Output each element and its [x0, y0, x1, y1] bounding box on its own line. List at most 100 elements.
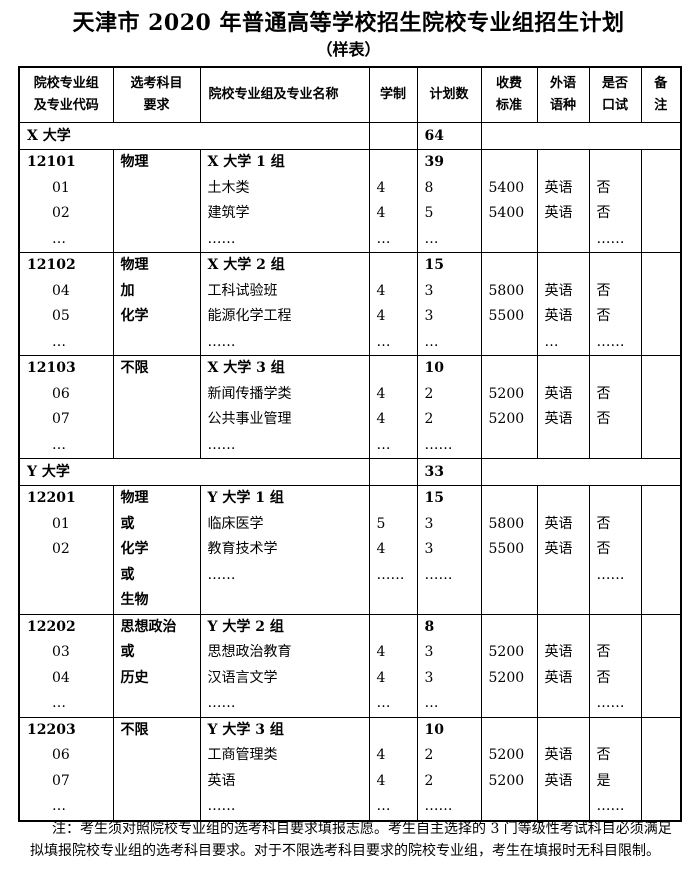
cell-line: 英语	[544, 411, 573, 427]
cell-line: 英语	[544, 515, 573, 532]
cell-line: 07	[52, 772, 70, 789]
cell-line	[590, 356, 641, 382]
cell-line: 能源化学工程	[207, 308, 292, 324]
cell-line	[590, 486, 641, 512]
cell-line: 新闻传播学类	[207, 385, 292, 402]
cell-line	[482, 486, 537, 512]
group-row: 12103 06 07 … 不限 X 大学 3 组新闻传播学类 公共事业管理 …… 4 4 … 10 2…	[18, 355, 682, 459]
cell-line: ……	[596, 566, 625, 583]
cell-line: ……	[596, 333, 625, 350]
cell-line: 5200	[488, 772, 525, 789]
column-header: 选考科目 要求	[112, 66, 201, 123]
cell-line: ……	[207, 566, 236, 583]
cell-line	[114, 176, 200, 202]
cell-line: …	[376, 333, 391, 350]
cell-line: 否	[596, 411, 611, 427]
cell-line: 建筑学	[207, 205, 250, 221]
column-header: 收费 标准	[480, 66, 538, 123]
cell-line: 06	[52, 385, 70, 402]
cell-line	[538, 794, 589, 820]
cell-line: 否	[596, 669, 611, 686]
cell-line: 否	[596, 515, 611, 532]
cell-line: 5800	[488, 515, 525, 532]
cell-line: ……	[424, 566, 453, 583]
cell-line	[370, 615, 417, 641]
cell-line	[114, 433, 200, 459]
cell: 5200 5200	[480, 716, 538, 821]
cell-line: ……	[207, 695, 236, 711]
cell-line: 否	[596, 644, 611, 660]
cell-line	[538, 563, 589, 589]
cell-line	[538, 588, 589, 614]
cell	[480, 122, 682, 150]
cell-line: 5200	[488, 385, 525, 402]
cell-line: 4	[376, 669, 386, 686]
cell-line: 英语	[544, 282, 573, 299]
cell-line: 3	[424, 282, 434, 299]
column-header: 院校专业组 及专业代码	[18, 66, 114, 123]
cell: Y 大学 2 组思想政治教育 汉语言文学 ……	[199, 613, 370, 718]
cell-line	[114, 407, 200, 433]
cell-line	[418, 588, 481, 614]
cell-line: 4	[376, 747, 386, 763]
cell-line	[538, 691, 589, 717]
cell-line	[642, 691, 681, 717]
cell-line: 2	[424, 747, 434, 763]
cell-line: 4	[376, 308, 386, 324]
cell	[640, 149, 682, 253]
cell-line	[642, 512, 681, 538]
cell-line	[642, 279, 681, 305]
cell-line: 否	[596, 747, 611, 763]
cell: 15 3 3…	[416, 252, 482, 356]
cell-line: 土木类	[207, 179, 250, 196]
cell-line: 或	[120, 644, 135, 660]
cell: 否否 ……	[588, 485, 642, 615]
cell-line: X 大学 1 组	[207, 154, 285, 170]
cell-line: X 大学 3 组	[207, 360, 285, 376]
cell-line: 05	[52, 308, 70, 324]
cell-line: …	[424, 695, 439, 711]
university-row: X 大学 64	[18, 122, 682, 150]
cell-line	[590, 253, 641, 279]
cell: 4 4…	[368, 613, 418, 718]
cell-line: 5200	[488, 644, 525, 660]
cell-line	[370, 588, 417, 614]
cell-line	[642, 407, 681, 433]
cell: 否否 ……	[588, 252, 642, 356]
cell-line: …	[544, 333, 559, 350]
header-row: 院校专业组 及专业代码 选考科目 要求 院校专业组及专业名称 学制 计划数 收费 标准 外语…	[18, 66, 682, 123]
cell-line: 否	[596, 205, 611, 221]
cell-line	[590, 433, 641, 459]
cell-line: 英语	[544, 205, 573, 221]
cell: 4 4…	[368, 355, 418, 459]
cell: 5200 5200	[480, 355, 538, 459]
cell-line: 4	[376, 205, 386, 221]
cell-line: 2	[424, 411, 434, 427]
cell-line: 英语	[544, 541, 573, 557]
cell-line: 4	[376, 541, 386, 557]
cell-line: 10	[424, 721, 444, 738]
cell: 英语 英语	[536, 485, 590, 615]
cell-line	[642, 718, 681, 744]
cell-line: 化学	[120, 308, 149, 324]
cell-line: 英语	[544, 747, 573, 763]
cell-line: 02	[52, 205, 70, 221]
cell-line	[20, 563, 113, 589]
cell-line: 4	[376, 385, 386, 402]
university-row: Y 大学 33	[18, 458, 682, 486]
cell-line: 10	[424, 360, 444, 376]
cell-line	[642, 666, 681, 692]
cell-line: 8	[424, 179, 434, 196]
cell: 12101 01 02…	[18, 149, 114, 253]
cell-line: 12203	[27, 721, 76, 738]
cell-line: 3	[424, 669, 434, 686]
cell-line: 或	[120, 515, 135, 532]
cell-line: 思想政治	[120, 618, 177, 635]
cell-line	[642, 382, 681, 408]
cell-line: 02	[52, 541, 70, 557]
cell	[368, 458, 418, 486]
cell-line: 否	[596, 282, 611, 299]
cell-line	[482, 356, 537, 382]
cell-line: 5200	[488, 411, 525, 427]
cell-line: 不限	[120, 360, 149, 376]
